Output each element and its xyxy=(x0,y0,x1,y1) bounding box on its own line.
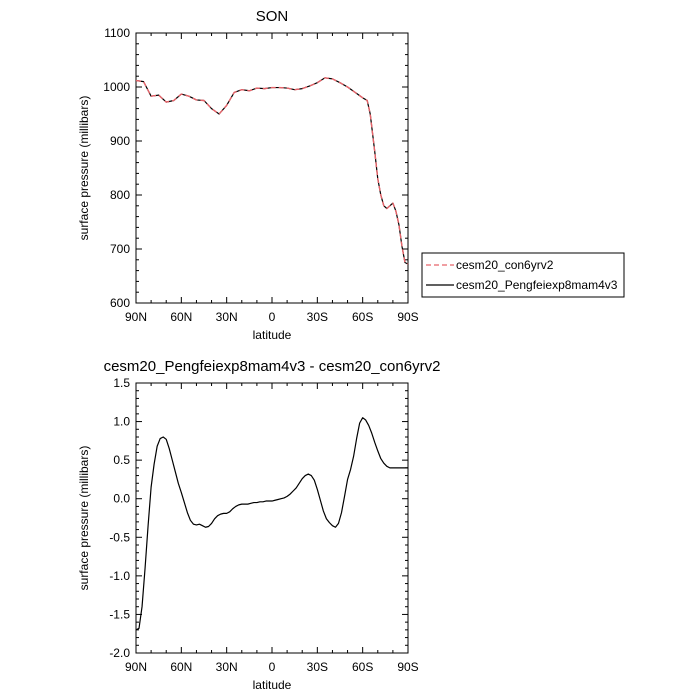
x-tick-label: 60N xyxy=(170,660,192,674)
x-tick-label: 90S xyxy=(397,660,418,674)
x-tick-label: 90N xyxy=(125,660,147,674)
y-tick-label: 0.0 xyxy=(113,492,130,506)
y-tick-label: 600 xyxy=(110,296,130,310)
plot-frame xyxy=(135,32,409,304)
series-line-1 xyxy=(135,77,409,265)
chart-title: SON xyxy=(256,8,289,25)
x-tick-label: 30S xyxy=(307,310,328,324)
y-axis-label: surface pressure (millibars) xyxy=(77,96,91,241)
chart-title: cesm20_Pengfeiexp8mam4v3 - cesm20_con6yr… xyxy=(104,358,441,375)
x-tick-label: 0 xyxy=(269,310,276,324)
y-tick-label: -1.0 xyxy=(109,569,130,583)
y-axis-label: surface pressure (millibars) xyxy=(77,446,91,591)
x-tick-label: 30S xyxy=(307,660,328,674)
chart-panel-2: 90N 60N 30N 0 30S 60S 90S -2.0 -1.5 -1.0 -0.5 0.0 0.… xyxy=(77,358,440,692)
y-tick-label: 700 xyxy=(110,242,130,256)
y-tick-label: 1.0 xyxy=(113,415,130,429)
x-tick-label: 30N xyxy=(216,660,238,674)
legend-label-2: cesm20_Pengfeiexp8mam4v3 xyxy=(456,278,618,292)
x-tick-label: 30N xyxy=(216,310,238,324)
y-tick-label: -2.0 xyxy=(109,646,130,660)
legend: cesm20_con6yrv2 cesm20_Pengfeiexp8mam4v3 xyxy=(421,252,625,298)
y-tick-label: 1000 xyxy=(103,80,130,94)
y-tick-label: 0.5 xyxy=(113,453,130,467)
x-axis-label: latitude xyxy=(253,678,292,692)
series-line-1 xyxy=(135,417,408,631)
x-tick-label: 0 xyxy=(269,660,276,674)
y-tick-label: 1100 xyxy=(104,26,130,40)
y-tick-label: -1.5 xyxy=(109,607,130,621)
y-tick-label: -0.5 xyxy=(109,530,130,544)
legend-label-1: cesm20_con6yrv2 xyxy=(456,258,554,272)
series-line-2 xyxy=(135,77,409,265)
x-tick-label: 60S xyxy=(352,310,373,324)
chart-panel-1: 90N 60N 30N 0 30S 60S 90S 600 700 800 900 1000 1100 l… xyxy=(77,8,625,342)
x-axis-label: latitude xyxy=(253,328,292,342)
x-tick-label: 60S xyxy=(352,660,373,674)
y-tick-label: 900 xyxy=(110,134,130,148)
x-tick-label: 60N xyxy=(170,310,192,324)
y-tick-label: 800 xyxy=(110,188,130,202)
y-tick-label: 1.5 xyxy=(113,376,130,390)
legend-box xyxy=(421,252,625,298)
x-tick-label: 90S xyxy=(397,310,418,324)
x-tick-label: 90N xyxy=(125,310,147,324)
